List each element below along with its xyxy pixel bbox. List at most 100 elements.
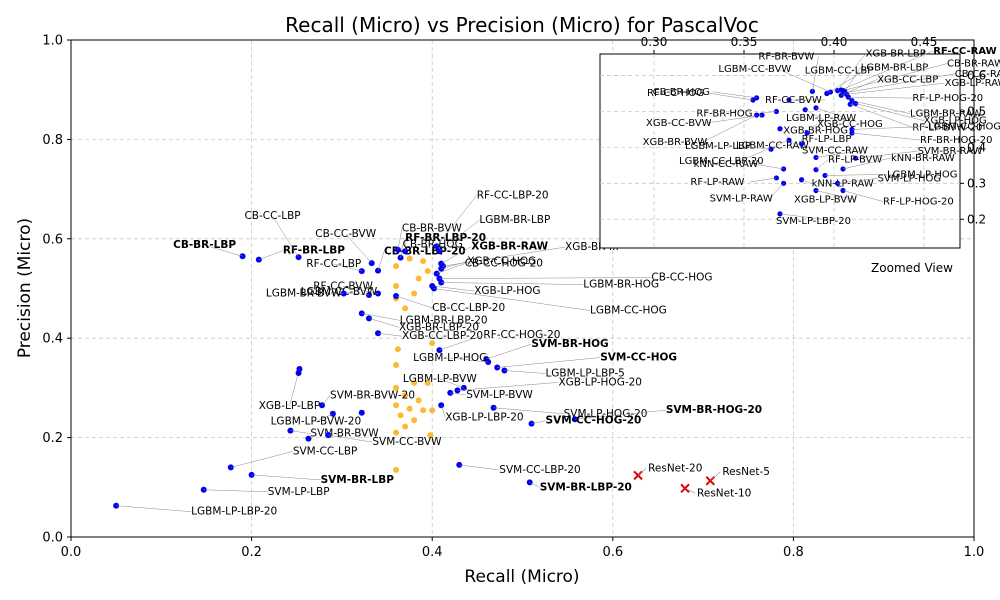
plot-frame xyxy=(70,39,975,538)
inset-title: Zoomed View xyxy=(871,261,953,275)
inset-label-leader xyxy=(851,132,921,141)
chart-title: Recall (Micro) vs Precision (Micro) for … xyxy=(285,13,759,37)
x-tick-label: 0.2 xyxy=(241,545,262,560)
inset-point-label: kNN-CC-RAW xyxy=(694,159,759,170)
inset-label-leader xyxy=(842,157,892,170)
point-marker xyxy=(411,379,418,386)
inset-label-leader xyxy=(750,177,777,183)
point-label: RF-BR-LBP xyxy=(283,245,345,257)
x-tick-label: 0.6 xyxy=(602,545,623,560)
y-tick-label: 0.2 xyxy=(42,431,63,446)
inset-label-leader xyxy=(851,126,929,130)
label-leader xyxy=(368,318,400,328)
inset-point-label: RF-LP-LBP xyxy=(802,134,852,145)
point-label: LGBM-BR-LBP xyxy=(479,214,550,226)
point-label: SVM-BR-HOG-20 xyxy=(666,404,762,416)
inset-label-leader xyxy=(844,73,955,94)
label-leader xyxy=(321,395,331,406)
label-leader xyxy=(396,295,433,309)
inset-x-tick-label: 0.45 xyxy=(911,35,938,49)
inset-point-label: LGBM-CC-LBP xyxy=(805,66,873,77)
inset-label-leader xyxy=(712,91,757,99)
y-tick-label: 1.0 xyxy=(42,34,63,49)
label-leader xyxy=(529,482,540,488)
inset-point-label: SVM-LP-HOG xyxy=(878,173,942,184)
label-leader xyxy=(497,357,601,368)
y-tick-label: 0.4 xyxy=(42,332,63,347)
label-leader xyxy=(342,286,379,294)
inset-point-marker xyxy=(849,130,855,136)
inset-point-label: RF-CC-RAW xyxy=(933,46,996,57)
point-label: RF-CC-HOG-20 xyxy=(483,329,560,341)
x-tick-label: 0.8 xyxy=(783,545,804,560)
point-label: RF-CC-BVW xyxy=(313,280,373,292)
inset-point-label: RF-LP-RAW xyxy=(690,177,744,188)
point-label: SVM-BR-HOG xyxy=(531,338,608,350)
inset-label-leader xyxy=(850,104,913,128)
label-leader xyxy=(441,261,468,269)
label-leader xyxy=(432,285,475,292)
inset-point-label: XGB-BR-LBP xyxy=(866,49,926,60)
inset-point-label: RF-BR-HOG-20 xyxy=(920,135,992,146)
label-leader xyxy=(440,405,446,418)
inset-point-label: RF-LP-HOG-20 xyxy=(883,197,954,208)
label-leader xyxy=(400,244,403,258)
point-marker xyxy=(402,423,409,430)
point-label: SVM-CC-LBP xyxy=(293,445,358,457)
point-label: CB-CC-LBP-20 xyxy=(432,302,505,314)
point-marker xyxy=(393,362,400,369)
point-marker xyxy=(424,379,431,386)
point-label: SVM-BR-LBP-20 xyxy=(540,481,632,493)
point-label: ResNet-5 xyxy=(722,466,770,478)
label-leader xyxy=(441,246,472,264)
x-tick-label: 0.0 xyxy=(61,545,82,560)
inset-y-tick-label: 0.3 xyxy=(967,176,986,190)
point-marker xyxy=(402,392,409,399)
inset-label-leader xyxy=(738,139,790,162)
label-leader xyxy=(272,216,299,258)
inset-point-label: LGBM-CC-BVW xyxy=(718,64,791,75)
inset-label-leader xyxy=(815,150,863,158)
label-leader xyxy=(637,468,647,476)
label-leader xyxy=(397,228,403,250)
point-label: LGBM-LP-LBP-20 xyxy=(191,506,277,518)
inset-point-label: LGBM-CC-LBP-20 xyxy=(679,156,764,167)
label-leader xyxy=(531,420,546,424)
label-leader xyxy=(377,251,385,271)
point-marker xyxy=(393,263,400,270)
inset-label-leader xyxy=(705,114,763,124)
inset-label-leader xyxy=(842,190,884,202)
point-label: LGBM-BR-LBP-20 xyxy=(400,314,488,326)
inset-point-label: LGBM-BR-LBP xyxy=(861,62,929,73)
point-label: SVM-CC-LBP-20 xyxy=(499,464,580,476)
inset-label-leader xyxy=(801,179,812,184)
inset-point-label: XGB-LP-HOG xyxy=(924,116,987,127)
inset-label-leader xyxy=(706,92,754,101)
label-leader xyxy=(436,263,465,274)
inset-y-tick-label: 0.2 xyxy=(967,212,986,226)
point-label: SVM-CC-HOG-20 xyxy=(546,415,642,427)
inset-label-leader xyxy=(778,68,831,93)
inset-label-leader xyxy=(837,178,878,184)
point-label: LGBM-LP-BVW xyxy=(403,373,477,385)
point-marker xyxy=(295,369,302,376)
inset-point-label: LGBM-BR-RAW xyxy=(910,109,982,120)
inset-point-label: kNN-LP-RAW xyxy=(812,179,874,190)
point-marker xyxy=(424,268,431,275)
inset-label-leader xyxy=(824,174,888,176)
label-leader xyxy=(436,195,477,247)
label-leader xyxy=(574,409,666,420)
label-leader xyxy=(433,288,591,311)
point-label: CB-BR-BVW xyxy=(402,223,463,235)
inset-point-marker xyxy=(773,175,780,181)
point-label: SVM-CC-HOG xyxy=(600,352,677,364)
point-label: XGB-CC-LBP-20 xyxy=(402,330,483,342)
point-marker xyxy=(397,412,404,419)
inset-label-leader xyxy=(779,128,797,146)
point-label: SVM-CC-BVW xyxy=(372,436,442,448)
inset-y-tick-label: 0.5 xyxy=(967,104,986,118)
inset-label-leader xyxy=(844,67,862,92)
label-leader xyxy=(204,244,243,257)
inset-label-leader xyxy=(826,70,865,94)
inset-label-leader xyxy=(846,82,945,95)
